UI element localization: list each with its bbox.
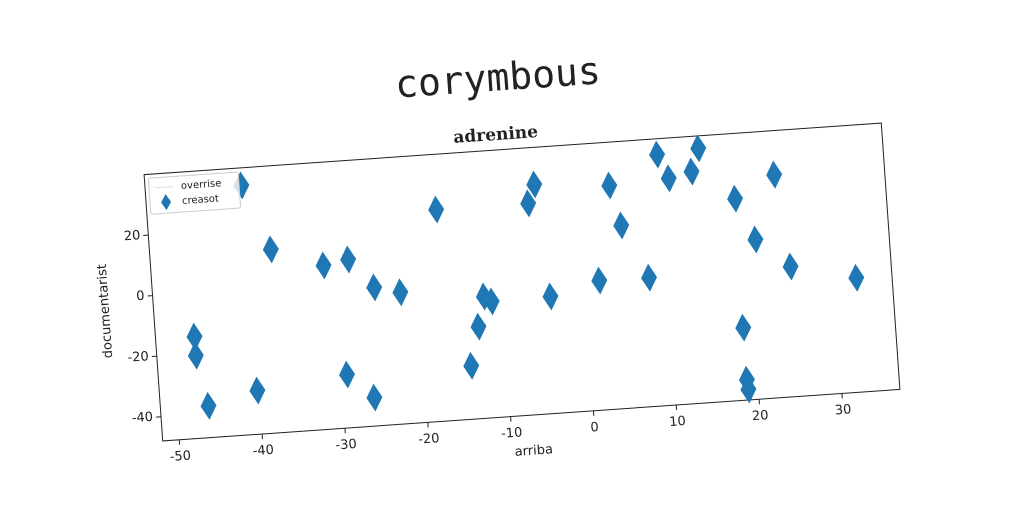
point <box>520 189 537 218</box>
point <box>526 170 543 199</box>
point <box>340 245 357 274</box>
point <box>366 273 383 302</box>
x-tick-label: 20 <box>752 408 770 424</box>
x-axis-label: arriba <box>514 442 553 460</box>
point <box>613 211 630 240</box>
point <box>727 184 744 213</box>
point <box>747 225 764 254</box>
point <box>339 360 355 389</box>
point <box>649 140 666 169</box>
point <box>601 171 618 200</box>
point <box>470 312 487 341</box>
point <box>200 391 217 420</box>
legend-label: overrise <box>181 178 222 192</box>
y-tick-label: 0 <box>136 289 145 305</box>
point <box>766 160 783 189</box>
point <box>542 282 559 311</box>
point <box>262 235 279 264</box>
x-tick-label: -10 <box>501 425 523 441</box>
x-tick-label: 10 <box>669 414 687 430</box>
x-tick-label: 0 <box>590 420 599 436</box>
y-tick-label: -40 <box>131 410 153 426</box>
plot-frame <box>143 122 901 442</box>
point <box>683 157 700 186</box>
point <box>187 341 204 370</box>
point <box>392 278 409 307</box>
y-axis-label: documentarist <box>95 264 117 359</box>
point <box>186 322 203 351</box>
point <box>641 263 658 292</box>
point <box>483 287 500 316</box>
chart-title: adrenine <box>453 122 539 148</box>
point <box>249 376 266 405</box>
point <box>591 266 608 295</box>
x-tick-label: 30 <box>834 402 852 418</box>
legend-marker <box>161 194 172 211</box>
y-tick-label: -20 <box>127 349 149 365</box>
legend-marker <box>155 186 174 189</box>
x-tick-label: -40 <box>252 443 274 459</box>
point <box>735 313 752 342</box>
point <box>315 251 332 280</box>
plot: adrenine -50 -40 -30 -20 -10 0 10 20 30 -40 -20 0 20… <box>95 122 901 465</box>
point <box>740 375 757 404</box>
point <box>428 195 445 224</box>
point <box>690 134 707 163</box>
point <box>782 252 799 281</box>
point <box>848 263 865 292</box>
legend-label: creasot <box>182 193 220 207</box>
y-tick-label: 20 <box>123 228 141 244</box>
legend-box <box>147 171 242 215</box>
x-tick-label: -50 <box>169 449 191 465</box>
suptitle: corymbous <box>394 48 602 106</box>
x-tick-label: -20 <box>418 431 440 447</box>
point <box>660 164 677 193</box>
point <box>463 351 480 380</box>
x-tick-label: -30 <box>335 437 357 453</box>
point <box>366 383 383 412</box>
